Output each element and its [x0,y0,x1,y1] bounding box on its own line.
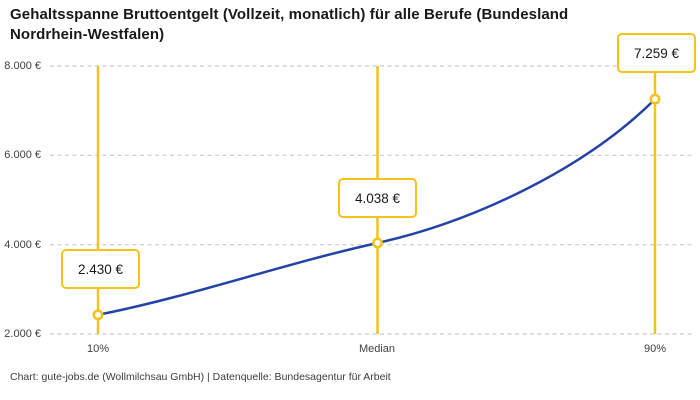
y-axis-tick-6000: 6.000 € [4,149,41,161]
x-axis-tick-90th-percentile: 90% [643,343,667,355]
attribution-text: Chart: gute-jobs.de (Wollmilchsau GmbH) … [10,371,391,383]
y-axis-tick-4000: 4.000 € [4,239,41,251]
chart-title: Gehaltsspanne Bruttoentgelt (Vollzeit, m… [10,6,569,43]
x-axis-tick-10th-percentile: 10% [86,343,110,355]
y-axis-tick-2000: 2.000 € [4,328,41,340]
data-point-marker [92,309,104,321]
y-axis-tick-8000: 8.000 € [4,60,41,72]
value-label-median: 4.038 € [338,178,417,218]
x-axis-tick-median: Median [358,343,396,355]
value-label-90th-percentile: 7.259 € [617,33,696,73]
data-point-marker [372,237,383,249]
value-label-10th-percentile: 2.430 € [61,249,140,289]
data-point-marker [649,93,661,105]
